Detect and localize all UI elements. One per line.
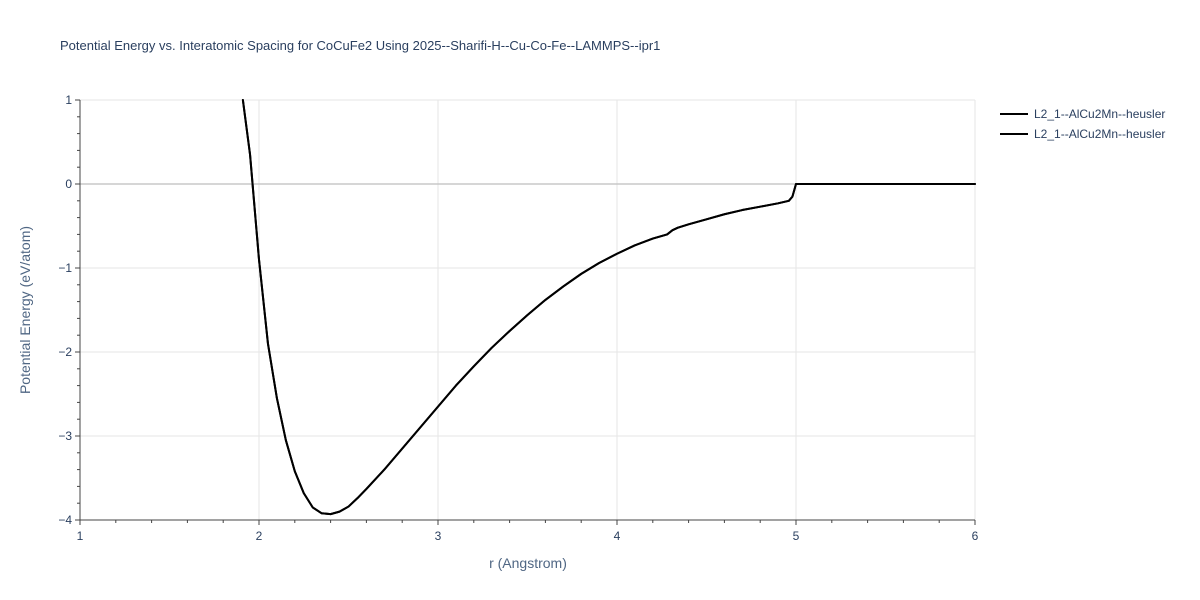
y-tick-label: 1 xyxy=(65,93,72,107)
series-line-2 xyxy=(241,99,976,516)
legend-label: L2_1--AlCu2Mn--heusler xyxy=(1034,127,1165,141)
y-axis-title: Potential Energy (eV/atom) xyxy=(17,226,33,394)
series-line-1 xyxy=(241,99,976,516)
x-tick-label: 3 xyxy=(435,529,442,543)
plot-area xyxy=(241,99,976,516)
x-tick-label: 4 xyxy=(614,529,621,543)
x-tick-label: 5 xyxy=(793,529,800,543)
legend-label: L2_1--AlCu2Mn--heusler xyxy=(1034,107,1165,121)
y-tick-label: −3 xyxy=(58,429,72,443)
y-tick-label: 0 xyxy=(65,177,72,191)
y-tick-label: −4 xyxy=(58,513,72,527)
axes xyxy=(75,99,976,525)
x-tick-label: 6 xyxy=(972,529,979,543)
legend-item-1[interactable]: L2_1--AlCu2Mn--heusler xyxy=(1000,107,1165,121)
legend: L2_1--AlCu2Mn--heusler L2_1--AlCu2Mn--heu… xyxy=(1000,107,1165,141)
x-tick-label: 2 xyxy=(256,529,263,543)
tick-labels: 1 2 3 4 5 6 −4 −3 −2 −1 0 1 xyxy=(58,93,978,543)
y-tick-label: −2 xyxy=(58,345,72,359)
chart-title: Potential Energy vs. Interatomic Spacing… xyxy=(60,38,660,53)
x-tick-label: 1 xyxy=(77,529,84,543)
legend-item-2[interactable]: L2_1--AlCu2Mn--heusler xyxy=(1000,127,1165,141)
x-axis-title: r (Angstrom) xyxy=(489,555,567,571)
grid xyxy=(80,99,976,520)
y-tick-label: −1 xyxy=(58,261,72,275)
